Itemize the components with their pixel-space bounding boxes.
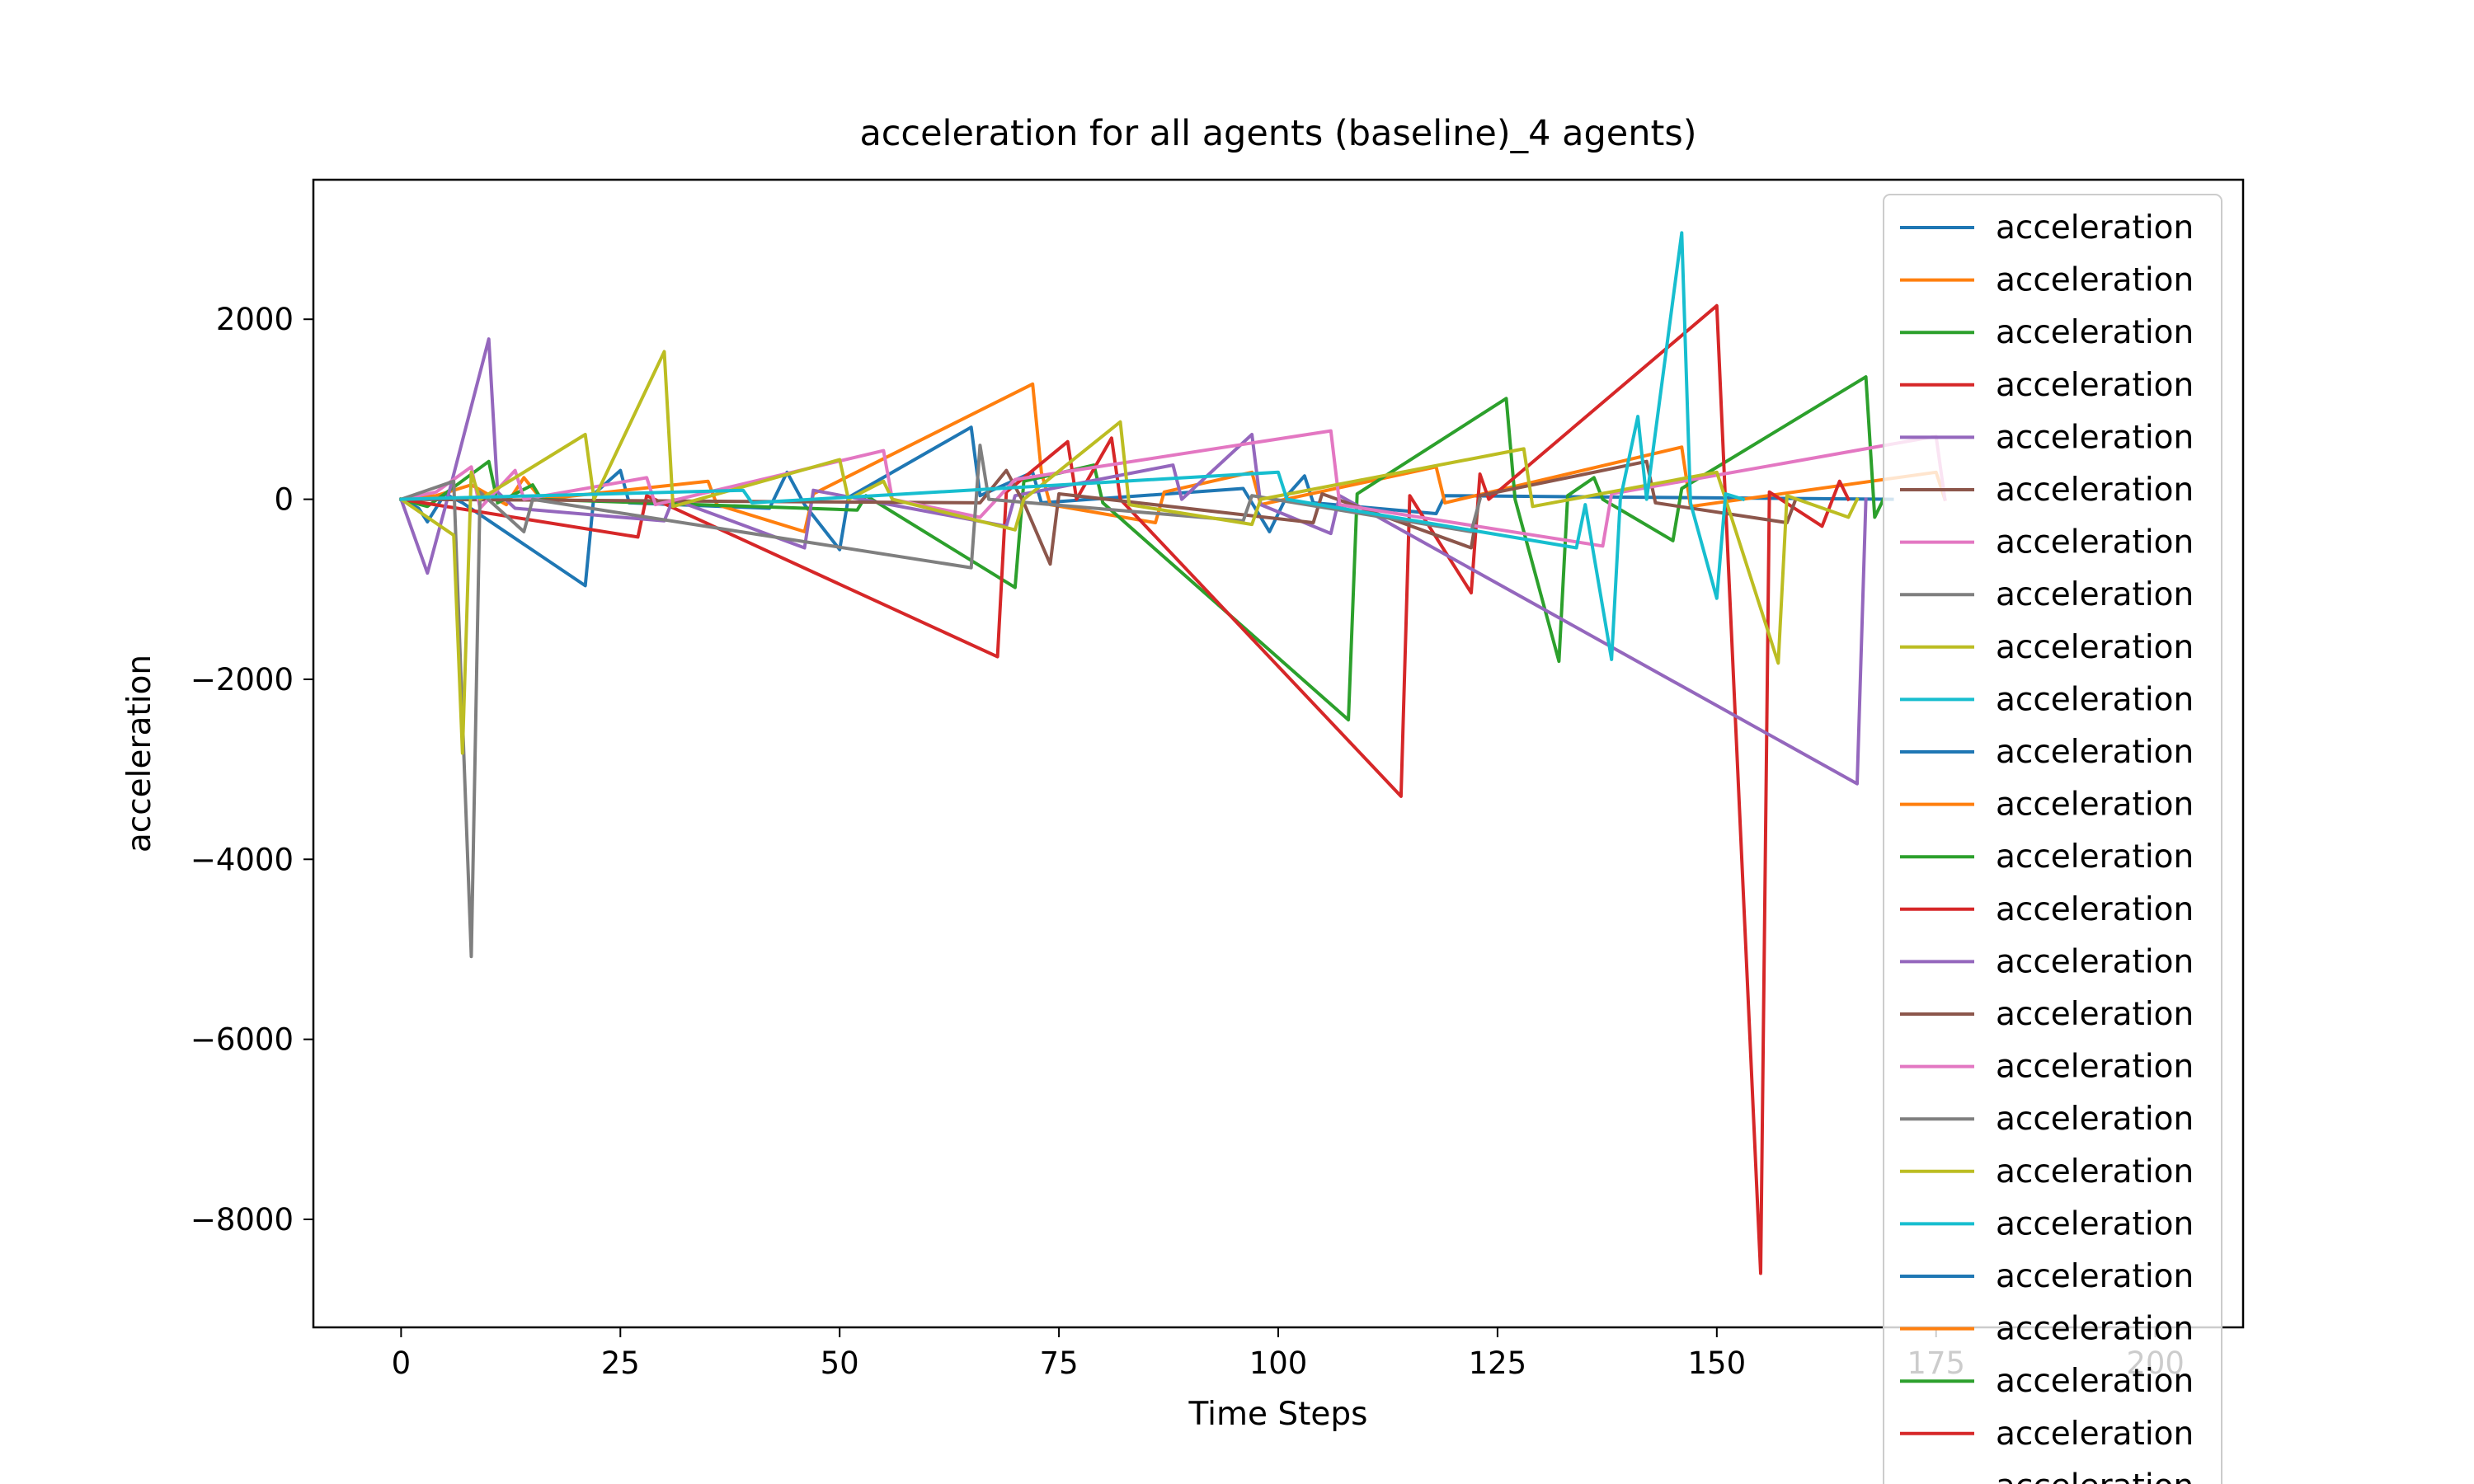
y-tick-label: −8000	[190, 1202, 294, 1237]
legend-box	[1883, 194, 2222, 1484]
legend-label: acceleration	[1996, 1049, 2194, 1086]
legend-entries: acceleration acceleration acceleration acce…	[1900, 209, 2194, 1484]
y-tick-label: −6000	[190, 1022, 294, 1058]
legend-label: acceleration	[1996, 1363, 2194, 1400]
legend-label: acceleration	[1996, 681, 2194, 718]
legend-label: acceleration	[1996, 419, 2194, 456]
legend-label: acceleration	[1996, 209, 2194, 247]
legend-label: acceleration	[1996, 367, 2194, 404]
x-tick-label: 100	[1249, 1345, 1308, 1381]
legend-label: acceleration	[1996, 1153, 2194, 1190]
series-line-10	[399, 231, 1746, 661]
legend-label: acceleration	[1996, 576, 2194, 613]
x-tick-label: 125	[1469, 1345, 1527, 1381]
legend-label: acceleration	[1996, 472, 2194, 509]
legend-label: acceleration	[1996, 1101, 2194, 1138]
series-line-2	[399, 382, 1947, 533]
series-line-5	[398, 337, 1868, 786]
legend-label: acceleration	[1996, 1311, 2194, 1348]
legend-label: acceleration	[1996, 1468, 2194, 1484]
plot-frame	[312, 178, 2245, 1329]
y-tick-label: −4000	[190, 842, 294, 877]
y-tick-label: 2000	[216, 302, 294, 337]
x-tick-label: 0	[392, 1345, 412, 1381]
x-tick-label: 50	[821, 1345, 859, 1381]
legend-label: acceleration	[1996, 1258, 2194, 1295]
series-line-8	[398, 444, 1483, 959]
series-line-4	[399, 303, 1851, 1275]
series-line-9	[398, 350, 1860, 755]
legend-label: acceleration	[1996, 734, 2194, 771]
x-tick-label: 150	[1688, 1345, 1747, 1381]
x-tick-label: 25	[601, 1345, 640, 1381]
x-axis-label: Time Steps	[1188, 1396, 1368, 1433]
y-axis-label: acceleration	[121, 655, 158, 852]
series-layer	[398, 231, 1947, 1275]
legend-label: acceleration	[1996, 629, 2194, 666]
legend-label: acceleration	[1996, 262, 2194, 299]
legend-label: acceleration	[1996, 314, 2194, 351]
x-tick-label: 75	[1040, 1345, 1079, 1381]
series-line-1	[398, 425, 1894, 588]
legend-label: acceleration	[1996, 787, 2194, 824]
y-tick-label: −2000	[190, 662, 294, 697]
legend-label: acceleration	[1996, 1416, 2194, 1453]
series-line-6	[399, 459, 1799, 566]
series-line-3	[398, 375, 1886, 722]
legend: acceleration acceleration acceleration acce…	[1883, 194, 2222, 1484]
legend-label: acceleration	[1996, 943, 2194, 980]
legend-label: acceleration	[1996, 838, 2194, 876]
legend-label: acceleration	[1996, 1205, 2194, 1242]
chart-title: acceleration for all agents (baseline)_4…	[859, 113, 1696, 154]
legend-label: acceleration	[1996, 891, 2194, 928]
legend-label: acceleration	[1996, 996, 2194, 1033]
y-tick-label: 0	[274, 482, 294, 518]
legend-label: acceleration	[1996, 524, 2194, 561]
